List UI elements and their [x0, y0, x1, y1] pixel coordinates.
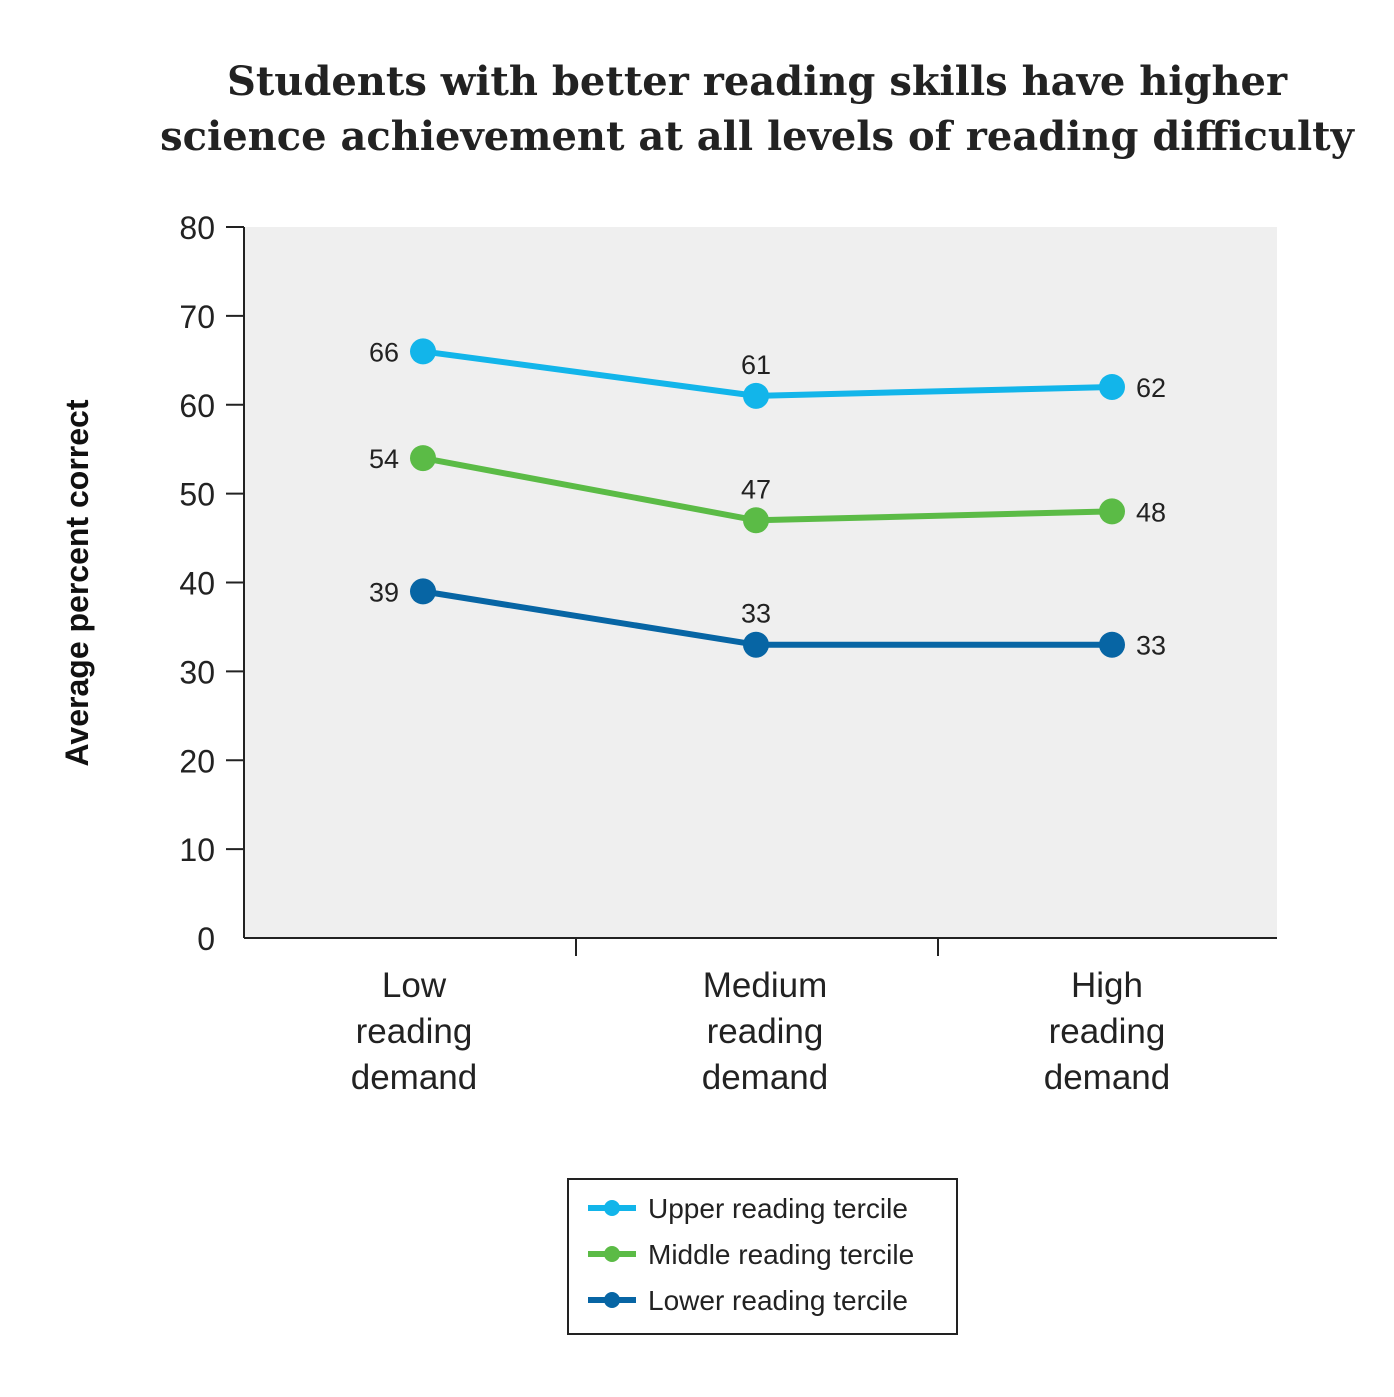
data-label: 61 [741, 350, 771, 380]
legend-label: Middle reading tercile [648, 1239, 914, 1270]
chart-title-line-1: Students with better reading skills have… [227, 58, 1288, 105]
y-tick-label: 70 [179, 299, 215, 335]
y-tick-label: 80 [179, 210, 215, 246]
legend-swatch-marker [604, 1246, 620, 1262]
y-tick-label: 10 [179, 832, 215, 868]
data-point [743, 507, 769, 534]
y-tick-label: 60 [179, 388, 215, 424]
x-category-label: demand [702, 1058, 828, 1097]
data-label: 33 [741, 599, 771, 629]
data-point [1099, 498, 1125, 525]
x-category-label: High [1071, 966, 1143, 1005]
data-point [410, 578, 436, 605]
data-label: 48 [1136, 497, 1166, 527]
data-point [1099, 373, 1125, 400]
data-label: 33 [1136, 631, 1166, 661]
y-tick-label: 50 [179, 477, 215, 513]
legend-box [567, 1178, 958, 1335]
data-label: 62 [1136, 373, 1166, 403]
y-tick-label: 30 [179, 654, 215, 690]
data-label: 54 [369, 444, 399, 474]
plot-area: 0 10 20 30 40 50 60 70 80 Low reading demand Medium r… [179, 210, 1277, 1097]
x-category-label: reading [356, 1012, 473, 1051]
data-label: 47 [741, 474, 771, 504]
legend-swatch-marker [604, 1292, 620, 1308]
x-category-label: demand [1044, 1058, 1170, 1097]
data-point [410, 445, 436, 472]
y-axis-label: Average percent correct [59, 399, 95, 766]
y-tick-label: 20 [179, 743, 215, 779]
y-tick-label: 0 [197, 921, 215, 957]
data-point [743, 631, 769, 658]
data-label: 39 [369, 577, 399, 607]
x-category-label: Low [382, 966, 447, 1005]
x-category-label: Medium [703, 966, 827, 1005]
legend-swatch-marker [604, 1200, 620, 1216]
data-point [1099, 631, 1125, 658]
chart-title-line-2: science achievement at all levels of rea… [160, 113, 1356, 160]
data-label: 66 [369, 337, 399, 367]
data-point [743, 382, 769, 409]
x-category-label: reading [1049, 1012, 1166, 1051]
legend-label: Upper reading tercile [648, 1193, 908, 1224]
x-category-label: reading [707, 1012, 824, 1051]
x-category-label: demand [351, 1058, 477, 1097]
legend: Upper reading tercile Middle reading terc… [567, 1178, 958, 1335]
data-point [410, 338, 436, 365]
legend-label: Lower reading tercile [648, 1285, 908, 1316]
y-tick-label: 40 [179, 566, 215, 602]
